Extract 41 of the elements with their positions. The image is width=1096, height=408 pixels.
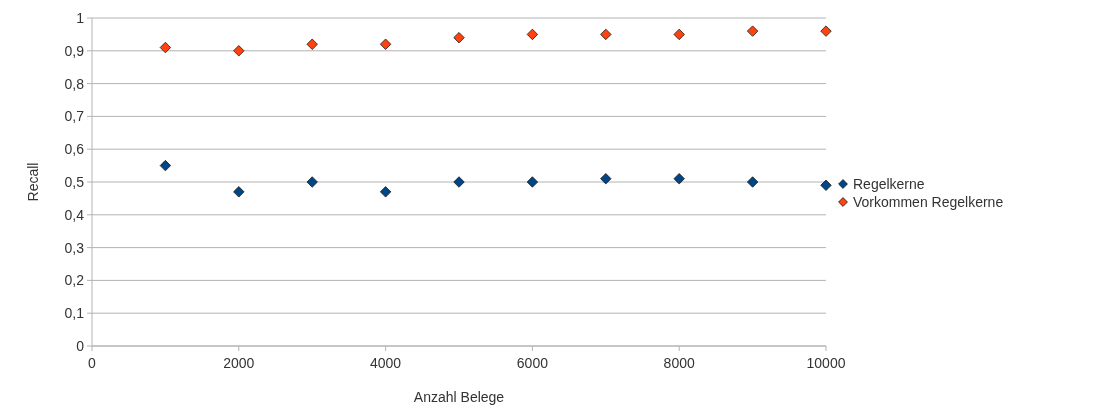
y-tick-label: 1 <box>76 9 85 26</box>
point <box>526 176 539 188</box>
point <box>820 25 832 37</box>
x-axis-title: Anzahl Belege <box>413 389 505 405</box>
point <box>600 28 612 41</box>
point <box>379 186 392 198</box>
y-tick-label: 0,2 <box>64 272 85 289</box>
point <box>306 38 318 50</box>
point <box>526 28 539 41</box>
point <box>453 32 465 44</box>
y-tick-label: 0 <box>76 337 85 354</box>
point <box>673 28 685 41</box>
point <box>746 176 759 188</box>
y-tick-label: 0,8 <box>64 75 85 92</box>
y-tick-label: 0,3 <box>64 239 85 256</box>
x-tick-label: 10000 <box>806 355 846 371</box>
legend-label: Regelkerne <box>853 175 925 192</box>
y-tick-label: 0,1 <box>64 305 85 322</box>
point <box>820 179 832 191</box>
point <box>453 176 465 188</box>
point <box>233 45 245 57</box>
point <box>746 25 759 37</box>
y-tick-label: 0,4 <box>64 206 85 223</box>
y-tick-label: 0,6 <box>64 141 85 158</box>
point <box>233 186 245 198</box>
point <box>673 173 685 185</box>
y-tick-label: 0,5 <box>64 173 85 190</box>
point <box>600 173 612 185</box>
x-tick-label: 4000 <box>370 355 402 371</box>
point <box>159 41 172 54</box>
y-tick-label: 0,7 <box>64 108 85 125</box>
x-tick-label: 2000 <box>223 355 255 371</box>
x-tick-label: 6000 <box>516 355 549 371</box>
x-tick-label: 8000 <box>663 355 695 371</box>
legend-label: Vorkommen Regelkerne <box>853 193 1004 210</box>
point <box>306 176 318 188</box>
point <box>159 159 172 172</box>
x-tick-label: 0 <box>88 355 97 371</box>
point <box>379 38 392 50</box>
y-axis-title: Recall <box>25 162 41 202</box>
y-tick-label: 0,9 <box>64 42 85 59</box>
